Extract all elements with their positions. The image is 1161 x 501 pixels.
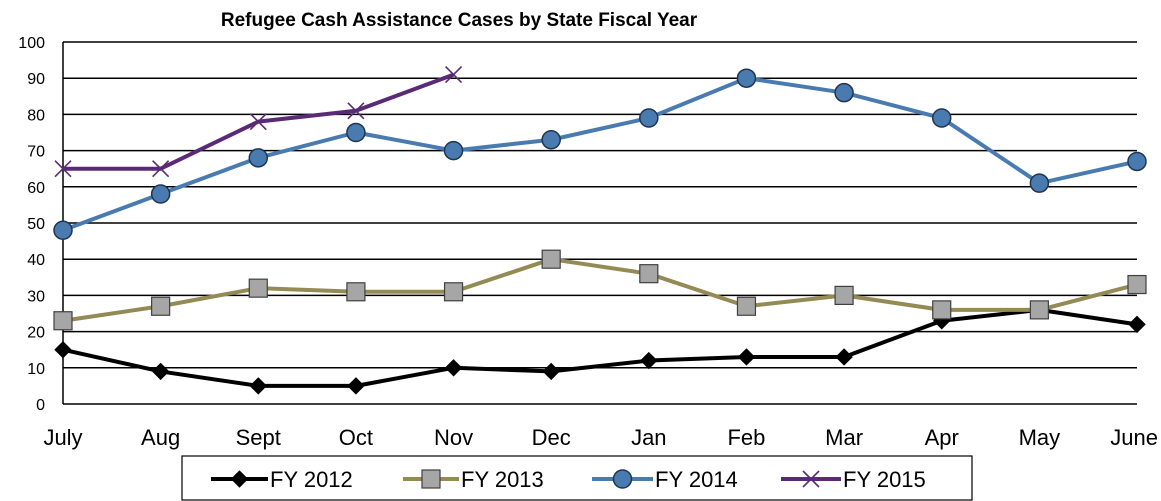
x-tick-label: Mar bbox=[825, 425, 863, 450]
data-point bbox=[151, 362, 170, 381]
data-point bbox=[346, 122, 366, 143]
data-point bbox=[736, 68, 757, 88]
data-point bbox=[639, 108, 659, 128]
series-line bbox=[62, 257, 1138, 323]
x-tick-label: July bbox=[43, 425, 82, 450]
y-tick-label: 70 bbox=[27, 144, 45, 161]
data-point bbox=[347, 102, 365, 120]
chart-title: Refugee Cash Assistance Cases by State F… bbox=[221, 10, 698, 31]
data-point bbox=[640, 351, 658, 370]
data-point bbox=[53, 311, 73, 331]
data-point bbox=[834, 82, 854, 103]
x-axis-ticks: July Aug Sept Oct Nov Dec Jan Feb Mar Apr May June bbox=[43, 425, 1158, 450]
x-tick-label: Apr bbox=[925, 425, 959, 450]
legend-entry: FY 2012 bbox=[211, 467, 353, 492]
y-tick-label: 50 bbox=[27, 216, 45, 233]
data-point bbox=[541, 129, 561, 150]
legend-entry: FY 2013 bbox=[403, 467, 544, 492]
gridlines bbox=[62, 41, 1137, 405]
data-point bbox=[1029, 173, 1050, 193]
legend-marker bbox=[612, 469, 633, 489]
data-point bbox=[151, 296, 171, 316]
data-point bbox=[1127, 151, 1147, 172]
legend: FY 2012 FY 2013 FY 2014 FY 2015 bbox=[181, 455, 973, 501]
y-tick-label: 20 bbox=[27, 325, 45, 342]
data-point bbox=[835, 348, 853, 366]
data-point bbox=[737, 348, 756, 366]
legend-marker bbox=[421, 469, 441, 489]
data-point bbox=[54, 160, 72, 178]
y-tick-label: 60 bbox=[27, 180, 45, 197]
legend-label: FY 2015 bbox=[843, 467, 926, 492]
y-tick-label: 10 bbox=[27, 361, 45, 378]
data-point bbox=[249, 377, 267, 395]
data-point bbox=[1127, 274, 1147, 295]
data-point bbox=[53, 220, 73, 240]
data-point bbox=[443, 140, 464, 161]
data-point bbox=[542, 362, 560, 381]
data-point bbox=[150, 184, 171, 204]
y-tick-label: 90 bbox=[27, 71, 45, 88]
x-tick-label: Aug bbox=[141, 425, 180, 450]
x-tick-label: Jan bbox=[631, 425, 666, 450]
x-tick-label: Oct bbox=[339, 425, 373, 450]
data-point bbox=[54, 340, 72, 359]
legend-entry: FY 2015 bbox=[781, 467, 926, 492]
data-point bbox=[444, 359, 463, 377]
data-point bbox=[347, 377, 365, 395]
y-axis-ticks: 0 10 20 30 40 50 60 70 80 90 100 bbox=[18, 35, 45, 414]
legend-marker bbox=[230, 470, 249, 488]
data-point bbox=[249, 113, 267, 131]
series-fy-2015 bbox=[54, 66, 463, 178]
y-tick-label: 100 bbox=[18, 35, 45, 52]
data-point bbox=[1029, 300, 1049, 320]
data-point bbox=[1128, 315, 1146, 334]
data-point bbox=[736, 296, 757, 316]
data-point bbox=[248, 278, 268, 298]
series-layer bbox=[53, 66, 1147, 395]
series-fy-2013 bbox=[53, 249, 1147, 331]
data-point bbox=[443, 282, 464, 302]
y-tick-label: 80 bbox=[27, 107, 45, 124]
legend-label: FY 2014 bbox=[655, 467, 738, 492]
data-point bbox=[248, 148, 269, 168]
x-tick-label: June bbox=[1110, 425, 1158, 450]
legend-label: FY 2012 bbox=[270, 467, 353, 492]
x-tick-label: May bbox=[1019, 425, 1061, 450]
series-line bbox=[62, 307, 1138, 388]
data-point bbox=[932, 300, 952, 320]
series-fy-2014 bbox=[53, 68, 1147, 240]
data-point bbox=[639, 264, 659, 284]
legend-label: FY 2013 bbox=[461, 467, 544, 492]
legend-entry: FY 2014 bbox=[592, 467, 738, 492]
x-tick-label: Nov bbox=[434, 425, 473, 450]
series-line bbox=[62, 76, 1138, 233]
data-point bbox=[346, 282, 366, 302]
x-tick-label: Dec bbox=[532, 425, 571, 450]
y-tick-label: 0 bbox=[36, 397, 45, 414]
x-tick-label: Sept bbox=[236, 425, 281, 450]
data-point bbox=[931, 108, 952, 128]
series-fy-2012 bbox=[54, 301, 1146, 395]
y-tick-label: 40 bbox=[27, 252, 45, 269]
legend-marker bbox=[802, 470, 820, 488]
data-point bbox=[834, 285, 854, 305]
data-point bbox=[152, 160, 170, 178]
x-tick-label: Feb bbox=[727, 425, 765, 450]
y-tick-label: 30 bbox=[27, 288, 45, 305]
data-point bbox=[444, 66, 463, 84]
data-point bbox=[541, 249, 561, 269]
